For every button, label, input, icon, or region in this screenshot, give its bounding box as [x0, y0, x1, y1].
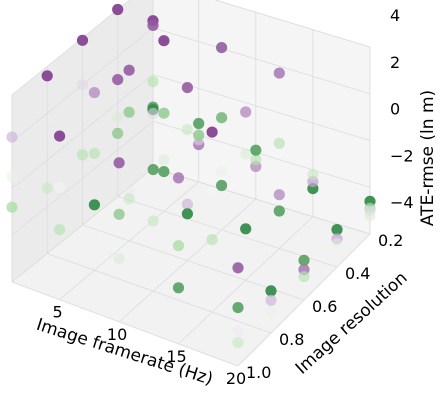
y-tick-label: 0.8 — [279, 330, 304, 349]
data-point — [265, 306, 277, 318]
data-point — [123, 64, 135, 76]
data-point — [298, 254, 310, 266]
data-point — [123, 193, 135, 205]
data-point — [181, 82, 193, 94]
data-point — [193, 129, 205, 141]
data-point — [112, 3, 124, 16]
data-point — [54, 130, 66, 142]
y-tick-label: 0.6 — [312, 297, 337, 316]
z-tick-label: 2 — [390, 53, 400, 72]
data-point — [331, 224, 343, 236]
data-point — [172, 172, 185, 184]
data-point — [6, 201, 18, 213]
data-point — [216, 42, 228, 54]
data-point — [265, 285, 277, 297]
data-point — [112, 127, 124, 139]
data-point — [298, 271, 310, 283]
data-point — [206, 187, 218, 199]
data-point — [250, 153, 262, 166]
data-point — [232, 325, 244, 337]
data-point — [265, 294, 277, 306]
data-point — [181, 198, 193, 210]
data-point — [54, 224, 66, 236]
data-point — [88, 199, 100, 211]
data-point — [250, 144, 262, 156]
data-point — [273, 137, 285, 149]
data-point — [158, 166, 170, 178]
data-point — [193, 117, 205, 130]
grid-line — [152, 27, 371, 95]
data-point — [232, 337, 244, 349]
data-point — [54, 181, 66, 194]
grid-line — [117, 196, 338, 268]
data-point — [273, 67, 285, 79]
data-point — [216, 165, 228, 178]
data-point — [216, 179, 228, 192]
y-tick-label: 0.2 — [378, 231, 403, 250]
data-point — [232, 302, 244, 314]
data-point — [113, 157, 125, 169]
data-point — [147, 215, 159, 227]
data-point — [181, 208, 193, 220]
data-point — [76, 149, 89, 161]
data-point — [112, 111, 124, 123]
data-point — [147, 107, 159, 120]
x-tick-label: 15 — [166, 347, 186, 366]
data-point — [88, 147, 100, 159]
data-point — [88, 87, 100, 99]
data-point — [331, 238, 343, 250]
data-point — [273, 205, 285, 217]
x-tick-label: 10 — [107, 325, 127, 344]
data-point — [158, 107, 170, 119]
data-point — [307, 169, 319, 181]
data-point — [147, 19, 159, 31]
grid-line — [11, 281, 239, 367]
data-point — [172, 240, 185, 252]
z-tick-label: −2 — [390, 146, 414, 165]
grid-line — [47, 253, 272, 334]
grid-line — [11, 120, 154, 236]
z-tick-label: 4 — [390, 6, 400, 25]
grid-line — [152, 167, 371, 235]
grid-line — [11, 74, 154, 189]
data-point — [232, 262, 244, 274]
data-point — [147, 164, 159, 176]
data-point — [6, 131, 18, 143]
data-point — [364, 209, 376, 221]
data-point — [123, 106, 135, 118]
data-point — [206, 126, 218, 138]
data-point — [76, 79, 89, 91]
data-point — [273, 189, 285, 201]
data-point — [206, 234, 218, 246]
z-axis-label: ATE-rmse (ln m) — [418, 90, 438, 226]
data-point — [147, 75, 159, 88]
tick-labels: 5 10 15 20 0.2 0.4 0.6 0.8 1.0 −4 −2 0 2 4 — [53, 6, 414, 388]
grid-line — [214, 0, 371, 48]
data-point — [112, 74, 124, 86]
data-point — [172, 282, 185, 294]
data-point — [240, 106, 252, 118]
x-tick-label: 20 — [226, 369, 246, 388]
y-tick-label: 1.0 — [246, 363, 271, 382]
data-point — [181, 124, 193, 136]
data-point — [240, 148, 252, 160]
grid-lines — [11, 0, 371, 367]
x-tick-label: 5 — [53, 303, 63, 322]
data-point — [41, 121, 53, 133]
data-point — [216, 112, 228, 124]
data-point — [41, 70, 53, 82]
data-point — [240, 223, 252, 235]
data-point — [76, 34, 89, 46]
data-point — [113, 208, 125, 220]
z-tick-label: 0 — [390, 100, 400, 119]
data-points — [6, 3, 376, 349]
data-point — [41, 182, 53, 194]
y-tick-label: 0.4 — [345, 264, 370, 283]
z-tick-label: −4 — [390, 193, 414, 212]
data-point — [6, 171, 18, 183]
data-point — [158, 154, 170, 166]
data-point — [113, 253, 125, 265]
data-point — [158, 35, 170, 47]
